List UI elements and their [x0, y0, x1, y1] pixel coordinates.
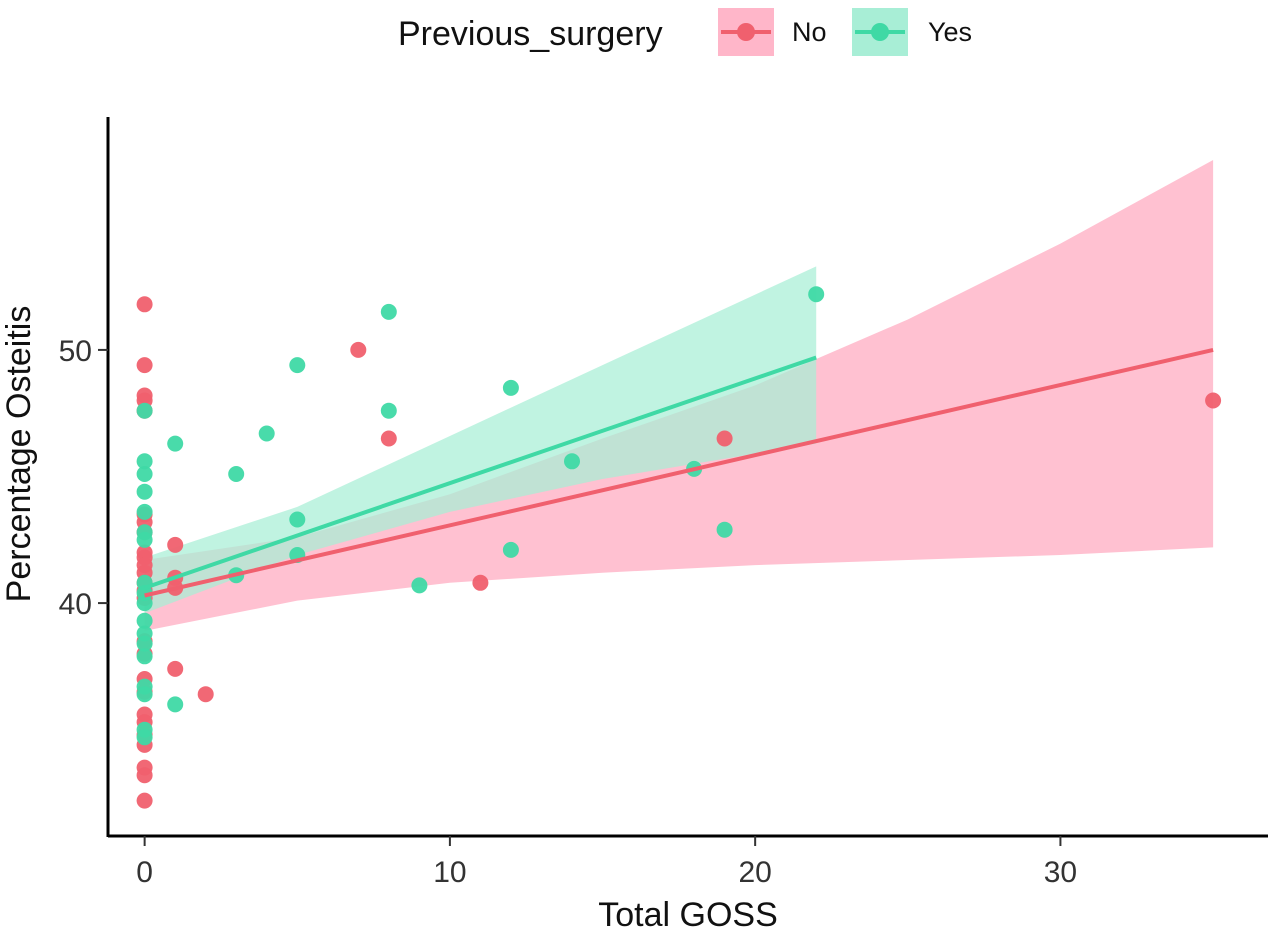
- fit-lines: [143, 347, 1214, 598]
- y-tick-label-0: 40: [59, 588, 92, 621]
- point-yes-12: [136, 635, 153, 652]
- point-yes-23: [289, 357, 306, 374]
- point-no-25: [136, 792, 153, 809]
- point-yes-24: [289, 511, 306, 528]
- point-yes-3: [136, 483, 153, 500]
- legend-label-yes: Yes: [928, 17, 972, 47]
- point-yes-26: [380, 303, 397, 320]
- point-no-30: [197, 686, 214, 703]
- confidence-band-yes: [144, 266, 817, 614]
- point-no-32: [380, 430, 397, 447]
- fit-line-yes: [143, 355, 817, 590]
- legend-label-no: No: [792, 17, 827, 47]
- point-yes-22: [258, 425, 275, 442]
- point-yes-4: [136, 503, 153, 520]
- point-yes-0: [136, 402, 153, 419]
- point-yes-9: [136, 595, 153, 612]
- point-yes-6: [136, 531, 153, 548]
- point-no-1: [136, 357, 153, 374]
- point-yes-34: [808, 286, 825, 303]
- point-no-24: [136, 767, 153, 784]
- point-no-31: [350, 341, 367, 358]
- point-yes-2: [136, 466, 153, 482]
- y-tick-label-1: 50: [59, 335, 92, 368]
- point-no-29: [167, 660, 184, 677]
- point-no-34: [716, 430, 733, 447]
- legend-key-yes-point: [871, 23, 889, 41]
- point-yes-33: [716, 521, 733, 538]
- y-axis-title: Percentage Osteitis: [0, 306, 38, 603]
- legend-key-no-point: [737, 23, 755, 41]
- point-yes-17: [136, 729, 153, 746]
- point-yes-15: [136, 686, 153, 703]
- x-tick-label-3: 30: [1044, 856, 1077, 889]
- axes: [106, 117, 1268, 838]
- x-tick-label-0: 0: [136, 856, 153, 889]
- point-yes-10: [136, 612, 153, 629]
- confidence-bands: [144, 160, 1214, 631]
- point-yes-18: [167, 435, 184, 452]
- y-axis-ticks: 40 50: [59, 335, 108, 621]
- point-yes-19: [167, 696, 184, 713]
- point-yes-31: [564, 453, 580, 470]
- point-no-35: [1205, 392, 1222, 409]
- point-yes-29: [502, 379, 519, 396]
- point-no-26: [167, 536, 184, 553]
- point-yes-20: [228, 466, 245, 482]
- point-yes-30: [502, 541, 519, 558]
- point-no-0: [136, 296, 153, 313]
- fit-line-no: [144, 347, 1214, 598]
- point-no-33: [472, 574, 489, 591]
- point-yes-28: [411, 577, 428, 594]
- point-yes-13: [136, 648, 153, 665]
- x-axis-ticks: 0 10 20 30: [136, 836, 1077, 889]
- legend-title: Previous_surgery: [398, 15, 663, 53]
- x-tick-label-2: 20: [738, 856, 771, 889]
- x-axis-title: Total GOSS: [598, 896, 778, 934]
- legend: Previous_surgery No Yes: [398, 8, 972, 56]
- point-yes-1: [136, 453, 153, 470]
- x-tick-label-1: 10: [433, 856, 466, 889]
- point-yes-27: [380, 402, 397, 419]
